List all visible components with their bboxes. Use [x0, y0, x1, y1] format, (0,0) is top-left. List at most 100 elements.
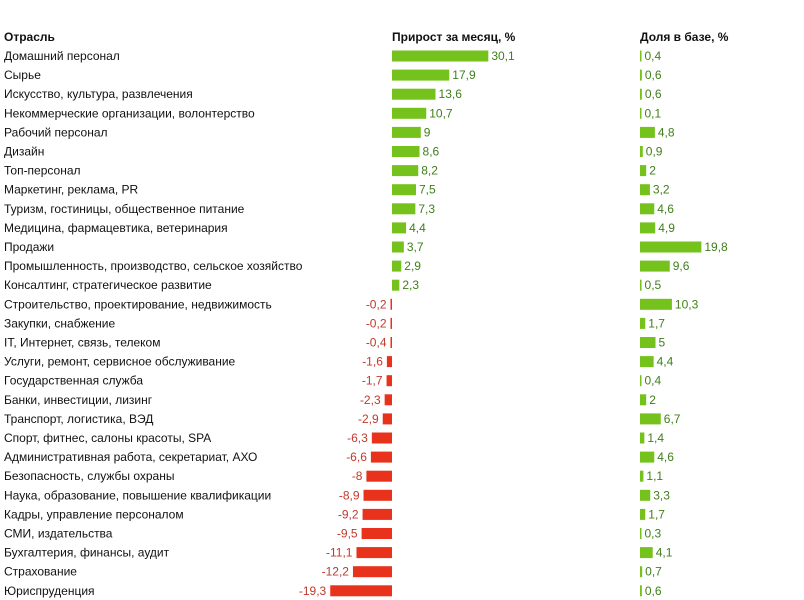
share-bar: [640, 146, 643, 157]
growth-value-label: 17,9: [452, 68, 476, 82]
share-bar: [640, 203, 655, 215]
growth-bar: [363, 489, 392, 501]
share-bar: [640, 241, 702, 253]
share-bar: [640, 107, 642, 119]
share-value-label: 0,1: [645, 106, 662, 120]
category-label: Искусство, культура, развлечения: [4, 87, 193, 101]
share-value-label: 4,1: [656, 546, 673, 560]
share-value-label: 10,3: [675, 297, 699, 311]
share-bar: [640, 260, 670, 272]
category-label: Медицина, фармацевтика, ветеринария: [4, 221, 228, 235]
share-value-label: 3,2: [653, 183, 670, 197]
chart-rows: Домашний персонал 30,1 0,4 Сырье 17,9 0,6 Иску…: [4, 49, 728, 598]
growth-bar: [392, 69, 450, 81]
growth-value-label: 3,7: [407, 240, 424, 254]
share-value-label: 4,6: [657, 450, 674, 464]
growth-bar: [361, 528, 392, 539]
growth-bar: [390, 337, 392, 348]
growth-bar: [384, 394, 392, 406]
share-bar: [640, 413, 661, 425]
share-value-label: 9,6: [673, 259, 690, 273]
category-label: Некоммерческие организации, волонтерство: [4, 106, 255, 120]
share-value-label: 4,6: [657, 202, 674, 216]
growth-bar: [392, 50, 489, 62]
growth-value-label: 7,3: [418, 202, 435, 216]
growth-bar: [392, 184, 416, 196]
share-value-label: 0,6: [645, 584, 662, 598]
share-value-label: 0,6: [645, 87, 662, 101]
growth-bar: [392, 146, 420, 157]
growth-bar: [330, 585, 392, 597]
category-label: Закупки, снабжение: [4, 316, 115, 330]
category-label: Туризм, гостиницы, общественное питание: [4, 202, 245, 216]
category-label: СМИ, издательства: [4, 527, 113, 541]
growth-value-label: -6,3: [347, 431, 368, 445]
growth-bar: [390, 298, 392, 310]
growth-value-label: 13,6: [439, 87, 463, 101]
share-bar: [640, 317, 646, 329]
growth-bar: [392, 241, 404, 253]
category-label: Банки, инвестиции, лизинг: [4, 393, 153, 407]
growth-value-label: -12,2: [322, 565, 350, 579]
share-value-label: 3,3: [653, 488, 670, 502]
growth-bar: [386, 375, 392, 387]
share-bar: [640, 165, 647, 177]
growth-value-label: 9: [424, 125, 431, 139]
share-value-label: 0,6: [645, 68, 662, 82]
share-value-label: 4,4: [657, 355, 674, 369]
category-label: Административная работа, секретариат, АХ…: [4, 450, 257, 464]
share-bar: [640, 337, 656, 348]
growth-value-label: -0,2: [366, 297, 387, 311]
share-bar: [640, 547, 653, 559]
share-bar: [640, 489, 651, 501]
growth-value-label: -0,2: [366, 316, 387, 330]
share-value-label: 0,9: [646, 145, 663, 159]
share-bar: [640, 451, 655, 463]
category-label: Строительство, проектирование, недвижимо…: [4, 297, 272, 311]
growth-value-label: 30,1: [491, 49, 515, 63]
share-value-label: 5: [659, 336, 666, 350]
growth-value-label: -6,6: [346, 450, 367, 464]
share-value-label: 0,3: [645, 527, 662, 541]
category-label: Услуги, ремонт, сервисное обслуживание: [4, 355, 236, 369]
share-bar: [640, 184, 650, 196]
category-label: Продажи: [4, 240, 54, 254]
share-bar: [640, 298, 672, 310]
growth-bar: [392, 203, 416, 215]
share-bar: [640, 508, 646, 520]
category-label: Топ-персонал: [4, 164, 81, 178]
growth-value-label: 4,4: [409, 221, 426, 235]
growth-value-label: 2,9: [404, 259, 421, 273]
category-label: Домашний персонал: [4, 49, 120, 63]
header-share: Доля в базе, %: [640, 30, 729, 44]
share-value-label: 1,7: [648, 507, 665, 521]
share-value-label: 0,5: [645, 278, 662, 292]
growth-value-label: -19,3: [299, 584, 327, 598]
growth-bar: [392, 88, 436, 100]
growth-value-label: 10,7: [429, 106, 453, 120]
share-bar: [640, 126, 655, 138]
growth-value-label: 8,6: [423, 145, 440, 159]
category-label: Юриспруденция: [4, 584, 95, 598]
share-value-label: 1,1: [646, 469, 663, 483]
growth-value-label: 8,2: [421, 164, 438, 178]
growth-value-label: -11,1: [326, 546, 353, 560]
share-value-label: 2: [649, 164, 656, 178]
category-label: Консалтинг, стратегическое развитие: [4, 278, 212, 292]
growth-bar: [392, 107, 427, 119]
growth-bar: [366, 470, 392, 482]
growth-value-label: -1,7: [362, 374, 383, 388]
growth-value-label: 7,5: [419, 183, 436, 197]
growth-bar: [382, 413, 392, 425]
share-bar: [640, 585, 642, 597]
category-label: Кадры, управление персоналом: [4, 507, 184, 521]
growth-bar: [390, 317, 392, 329]
category-label: Бухгалтерия, финансы, аудит: [4, 546, 170, 560]
growth-bar: [362, 508, 392, 520]
growth-bar: [386, 356, 392, 368]
category-label: Сырье: [4, 68, 41, 82]
growth-value-label: -8,9: [339, 488, 360, 502]
growth-value-label: -9,5: [337, 527, 358, 541]
category-label: Страхование: [4, 565, 77, 579]
